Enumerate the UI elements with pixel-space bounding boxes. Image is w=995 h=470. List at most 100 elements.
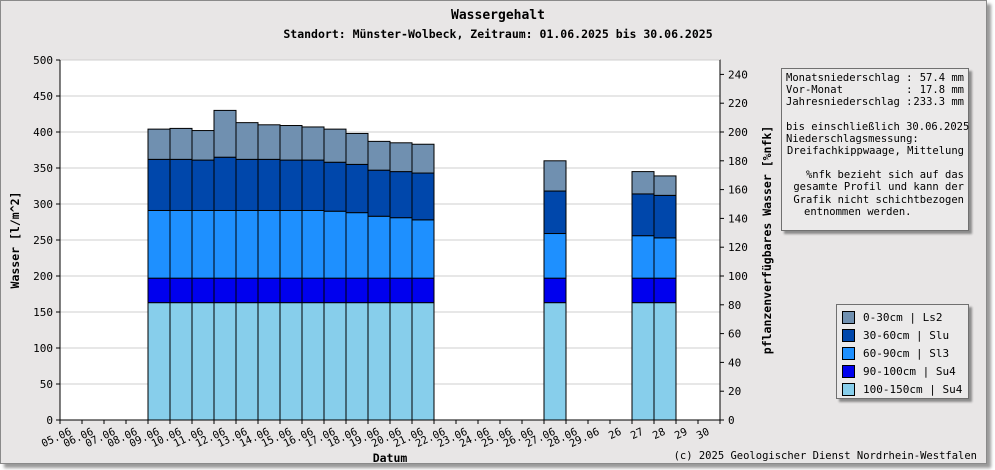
legend-label: 30-60cm | Slu (863, 328, 950, 342)
info-note-1: %nfk bezieht sich auf das (805, 169, 964, 182)
bar-11.06-layer-1 (191, 277, 215, 304)
chart-title: Wassergehalt (451, 8, 545, 23)
legend-item: 100-150cm | Su4 (842, 380, 963, 398)
x-tick-label: 26 (607, 426, 624, 442)
y-tick-label: 150 (33, 306, 53, 319)
info-monat-label: Monatsniederschlag : (786, 72, 913, 84)
bar-09.06-layer-0 (147, 302, 171, 421)
bar-12.06-layer-1 (213, 277, 237, 304)
bar-09.06-layer-3 (147, 158, 171, 211)
bar-20.06-layer-3 (389, 171, 413, 219)
y-tick-label-right: 240 (728, 68, 748, 81)
y-tick-label-right: 180 (728, 155, 748, 168)
bar-17.06-layer-2 (323, 210, 347, 279)
y-tick-label: 100 (33, 342, 53, 355)
bar-20.06-layer-4 (389, 142, 413, 173)
bar-11.06-layer-0 (191, 302, 215, 421)
x-axis-label: Datum (373, 451, 408, 465)
y-tick-label: 200 (33, 270, 53, 283)
bar-12.06-layer-0 (213, 302, 237, 421)
legend-swatch (842, 364, 855, 378)
y-tick-label-right: 0 (728, 414, 735, 427)
bar-13.06-layer-2 (235, 209, 259, 279)
legend-label: 90-100cm | Su4 (863, 364, 956, 378)
bar-10.06-layer-2 (169, 209, 193, 279)
bar-19.06-layer-2 (367, 215, 391, 279)
info-row-monat: Monatsniederschlag : 57.4 mm (786, 72, 964, 84)
y-tick-label-right: 220 (728, 97, 748, 110)
bar-19.06-layer-3 (367, 169, 391, 217)
y-tick-label-right: 160 (728, 184, 748, 197)
info-vormonat-value: 17.8 mm (919, 84, 964, 97)
y-tick-label-right: 120 (728, 241, 748, 254)
bar-28-layer-4 (653, 175, 677, 196)
y-tick-label-right: 40 (728, 356, 741, 369)
y-tick-label: 250 (33, 234, 53, 247)
y-tick-label: 0 (46, 414, 53, 427)
bar-20.06-layer-1 (389, 277, 413, 304)
bar-14.06-layer-1 (257, 277, 281, 304)
bar-11.06-layer-4 (191, 130, 215, 161)
legend-label: 100-150cm | Su4 (863, 382, 963, 396)
bar-27.06-layer-4 (543, 160, 567, 192)
y-tick-label-right: 100 (728, 270, 748, 283)
legend-item: 90-100cm | Su4 (842, 362, 963, 380)
info-vormonat-label: Vor-Monat : (786, 84, 913, 97)
y-tick-label: 400 (33, 126, 53, 139)
legend-swatch (842, 310, 855, 324)
legend-swatch (842, 328, 855, 342)
legend-label: 60-90cm | Sl3 (863, 346, 950, 360)
bar-12.06-layer-3 (213, 156, 237, 211)
y-tick-label: 50 (40, 378, 53, 391)
info-monat-value: 57.4 mm (919, 72, 964, 84)
bar-27-layer-3 (631, 193, 655, 237)
bars (147, 109, 677, 421)
bar-16.06-layer-0 (301, 302, 325, 421)
bar-27.06-layer-3 (543, 190, 567, 235)
bar-16.06-layer-3 (301, 159, 325, 211)
bar-27-layer-4 (631, 171, 655, 195)
bar-10.06-layer-4 (169, 127, 193, 160)
bar-21.06-layer-0 (411, 302, 435, 421)
y-tick-label: 500 (33, 54, 53, 67)
bar-18.06-layer-2 (345, 212, 369, 279)
bar-16.06-layer-1 (301, 277, 325, 304)
bar-15.06-layer-0 (279, 302, 303, 421)
bar-27-layer-2 (631, 235, 655, 279)
precipitation-info-box: Monatsniederschlag : 57.4 mm Vor-Monat :… (781, 68, 969, 231)
bar-15.06-layer-2 (279, 209, 303, 279)
bar-11.06-layer-3 (191, 159, 215, 211)
bar-14.06-layer-0 (257, 302, 281, 421)
bar-11.06-layer-2 (191, 209, 215, 279)
bar-17.06-layer-4 (323, 128, 347, 163)
x-tick-label: 28 (651, 426, 668, 442)
bar-27-layer-1 (631, 277, 655, 304)
bar-28-layer-2 (653, 237, 677, 279)
bar-13.06-layer-3 (235, 158, 259, 211)
y-axis-label: Wasser [l/m^2] (8, 192, 22, 289)
bar-09.06-layer-1 (147, 277, 171, 304)
bar-16.06-layer-2 (301, 209, 325, 279)
y-axis-label-right: pflanzenverfügbares Wasser [%nfk] (760, 126, 774, 354)
info-bis-line: bis einschließlich 30.06.2025 (786, 120, 970, 133)
bar-16.06-layer-4 (301, 126, 325, 161)
bar-10.06-layer-1 (169, 277, 193, 304)
bar-17.06-layer-1 (323, 277, 347, 304)
bar-18.06-layer-1 (345, 277, 369, 304)
y-tick-label: 350 (33, 162, 53, 175)
bar-10.06-layer-0 (169, 302, 193, 421)
info-row-vormonat: Vor-Monat : 17.8 mm (786, 84, 964, 96)
y-tick-label-right: 200 (728, 126, 748, 139)
legend-item: 60-90cm | Sl3 (842, 344, 963, 362)
info-row-jahr: Jahresniederschlag : 233.3 mm (786, 96, 964, 108)
bar-28-layer-0 (653, 302, 677, 421)
bar-17.06-layer-3 (323, 161, 347, 212)
bar-21.06-layer-1 (411, 277, 435, 304)
bar-09.06-layer-4 (147, 128, 171, 160)
bar-18.06-layer-3 (345, 163, 369, 214)
bar-20.06-layer-0 (389, 302, 413, 421)
bar-14.06-layer-4 (257, 124, 281, 160)
bar-12.06-layer-2 (213, 209, 237, 279)
info-note-3: Grafik nicht schichtbezogen (793, 193, 964, 206)
